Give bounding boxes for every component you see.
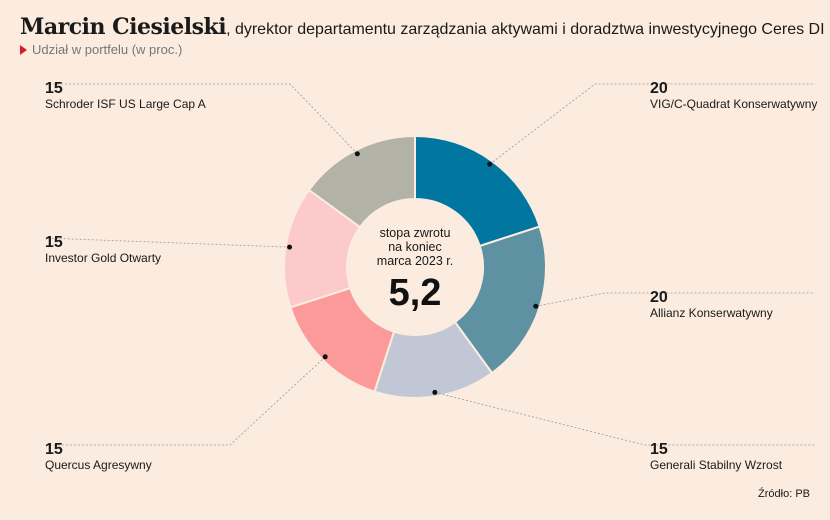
title-description: , dyrektor departamentu zarządzania akty… [226, 21, 825, 38]
category-label-2: Allianz Konserwatywny [650, 306, 773, 320]
category-label-6: Schroder ISF US Large Cap A [45, 97, 206, 111]
category-label-4: Quercus Agresywny [45, 458, 152, 472]
category-label-5: Investor Gold Otwarty [45, 251, 161, 265]
category-label-3: Generali Stabilny Wzrost [650, 458, 783, 472]
leader-line-6 [45, 83, 358, 155]
value-label-3: 15 [650, 441, 668, 458]
value-label-4: 15 [45, 441, 63, 458]
donut-slice-1 [414, 134, 541, 248]
chart-title: Marcin Ciesielski, dyrektor departamentu… [20, 14, 825, 40]
category-label-1: VIG/C-Quadrat Konserwatywny [650, 97, 817, 111]
value-label-1: 20 [650, 80, 668, 97]
value-label-6: 15 [45, 80, 63, 97]
center-label-line-3: marca 2023 r. [377, 254, 453, 268]
subtitle-text: Udział w portfelu (w proc.) [32, 42, 183, 57]
triangle-marker-icon [20, 44, 27, 55]
callout-dot-4 [322, 354, 328, 360]
leader-line-4 [45, 356, 326, 446]
callout-dot-2 [533, 303, 539, 309]
leader-line-1 [489, 83, 815, 165]
donut-slice-2 [453, 225, 547, 375]
leader-line-2 [535, 292, 815, 307]
center-label-line-1: stopa zwrotu [380, 226, 451, 240]
callout-dot-1 [487, 161, 493, 167]
value-label-5: 15 [45, 234, 63, 251]
center-label-line-2: na koniec [388, 240, 442, 254]
center-value: 5,2 [389, 272, 442, 314]
leader-line-3 [434, 392, 815, 446]
leader-line-5 [44, 237, 290, 248]
chart-subtitle: Udział w portfelu (w proc.) [20, 42, 182, 57]
donut-slice-6 [307, 134, 416, 229]
callout-dot-3 [432, 389, 438, 395]
value-label-2: 20 [650, 289, 668, 306]
donut-slice-4 [289, 286, 396, 393]
source-note: Źródło: PB [758, 488, 810, 500]
callout-dot-6 [354, 151, 360, 157]
title-name: Marcin Ciesielski [20, 14, 227, 40]
callout-dot-5 [287, 244, 293, 250]
